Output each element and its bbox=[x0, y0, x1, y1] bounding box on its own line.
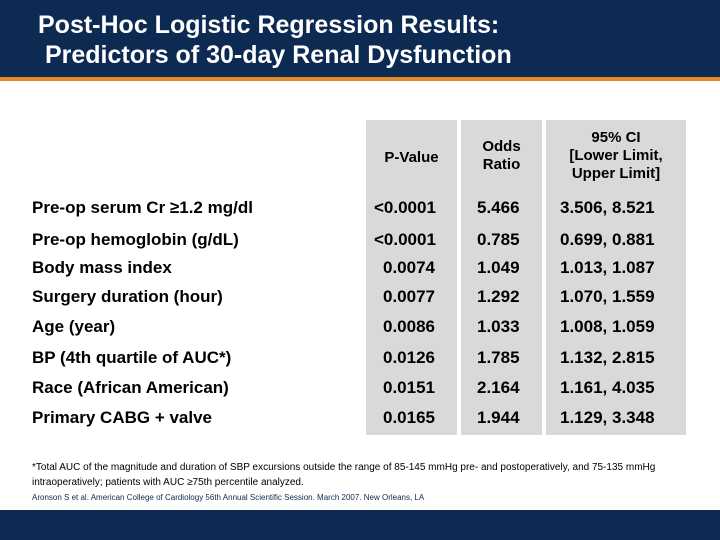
row-label: Pre-op serum Cr ≥1.2 mg/dl bbox=[32, 198, 253, 217]
row-label: Primary CABG + valve bbox=[32, 408, 213, 427]
header-ci: 95% CI [Lower Limit, Upper Limit] bbox=[546, 120, 686, 192]
p-value-cell: 0.0151 bbox=[383, 378, 435, 397]
footnote: *Total AUC of the magnitude and duration… bbox=[32, 462, 656, 488]
ci-cell: 1.129, 3.348 bbox=[560, 408, 655, 427]
row-label: BP (4th quartile of AUC*) bbox=[32, 348, 232, 367]
p-value-cell: 0.0077 bbox=[383, 287, 435, 306]
title-bar: Post-Hoc Logistic Regression Results: Pr… bbox=[0, 0, 720, 77]
odds-ratio-cell: 1.944 bbox=[477, 408, 520, 427]
p-value-cell: 0.0165 bbox=[383, 408, 435, 427]
p-value-cell: <0.0001 bbox=[374, 198, 436, 217]
p-value-cell: <0.0001 bbox=[374, 230, 436, 249]
p-value-cell: 0.0074 bbox=[383, 258, 435, 277]
ci-cell: 1.070, 1.559 bbox=[560, 287, 655, 306]
odds-ratio-cell: 2.164 bbox=[477, 378, 520, 397]
header-ci-text: 95% CI [Lower Limit, Upper Limit] bbox=[569, 129, 663, 182]
header-odds-ratio-text: Odds Ratio bbox=[482, 138, 521, 173]
row-label: Race (African American) bbox=[32, 378, 229, 397]
title-line-1: Post-Hoc Logistic Regression Results: bbox=[38, 11, 500, 39]
row-label: Age (year) bbox=[32, 317, 116, 336]
odds-ratio-cell: 1.292 bbox=[477, 287, 520, 306]
p-value-column-bg bbox=[366, 120, 457, 435]
header-p-value: P-Value bbox=[366, 122, 457, 194]
p-value-cell: 0.0086 bbox=[383, 317, 435, 336]
slide-title: Post-Hoc Logistic Regression Results: Pr… bbox=[38, 10, 698, 70]
ci-cell: 0.699, 0.881 bbox=[560, 230, 655, 249]
ci-cell: 3.506, 8.521 bbox=[560, 198, 655, 217]
ci-column-bg bbox=[546, 120, 686, 435]
header-p-value-text: P-Value bbox=[384, 149, 439, 166]
p-value-cell: 0.0126 bbox=[383, 348, 435, 367]
row-label: Body mass index bbox=[32, 258, 172, 277]
citation: Aronson S et al. American College of Car… bbox=[32, 493, 425, 502]
footer-bar bbox=[0, 510, 720, 540]
row-label: Pre-op hemoglobin (g/dL) bbox=[32, 230, 239, 249]
odds-ratio-cell: 5.466 bbox=[477, 198, 520, 217]
accent-stripe bbox=[0, 77, 720, 81]
odds-ratio-cell: 1.785 bbox=[477, 348, 520, 367]
row-label: Surgery duration (hour) bbox=[32, 287, 223, 306]
ci-cell: 1.132, 2.815 bbox=[560, 348, 655, 367]
ci-cell: 1.008, 1.059 bbox=[560, 317, 655, 336]
odds-ratio-cell: 1.033 bbox=[477, 317, 520, 336]
odds-ratio-column-bg bbox=[461, 120, 542, 435]
odds-ratio-cell: 0.785 bbox=[477, 230, 520, 249]
ci-cell: 1.013, 1.087 bbox=[560, 258, 655, 277]
title-line-2: Predictors of 30-day Renal Dysfunction bbox=[38, 41, 512, 69]
odds-ratio-cell: 1.049 bbox=[477, 258, 520, 277]
header-odds-ratio: Odds Ratio bbox=[461, 120, 542, 192]
ci-cell: 1.161, 4.035 bbox=[560, 378, 655, 397]
